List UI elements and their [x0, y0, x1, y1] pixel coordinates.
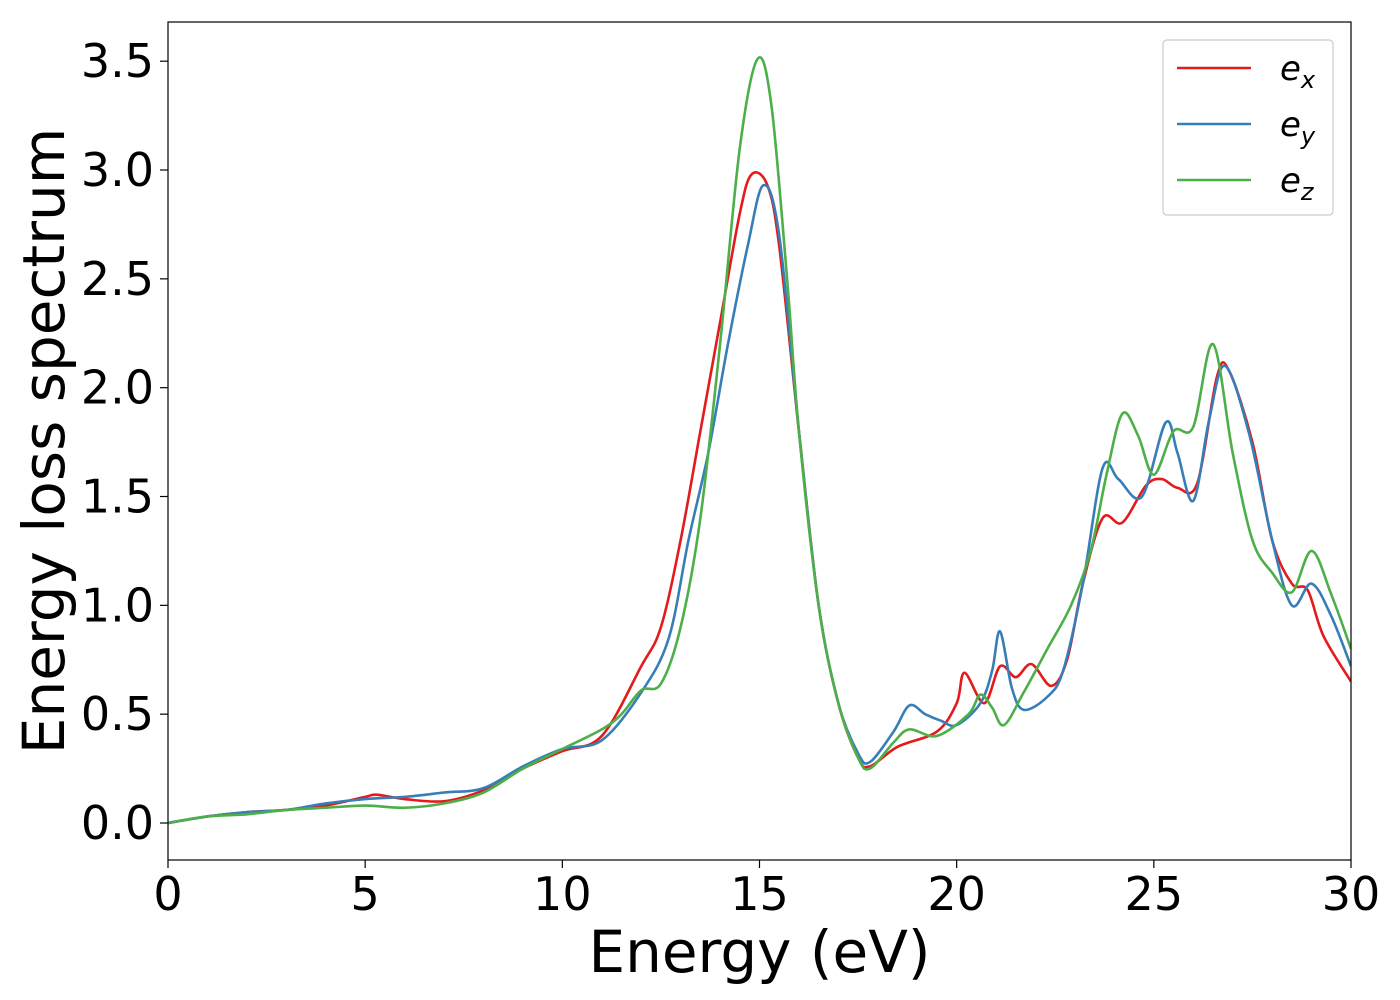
x-tick-label: 30 — [1322, 867, 1381, 921]
legend-box — [1162, 39, 1334, 216]
series-line-e-x — [168, 171, 1351, 825]
series-line-e-y — [168, 183, 1351, 825]
y-tick-label: 3.5 — [81, 34, 154, 88]
x-tick-label: 10 — [533, 867, 592, 921]
y-tick-label: 3.0 — [81, 143, 154, 197]
y-tick-label: 1.0 — [81, 578, 154, 632]
x-tick-label: 25 — [1125, 867, 1184, 921]
x-tick-label: 0 — [153, 867, 182, 921]
legend-label-subscript: z — [1300, 178, 1315, 206]
x-tick-label: 20 — [927, 867, 986, 921]
series-line-e-z — [168, 56, 1351, 825]
series-layer — [168, 56, 1351, 825]
legend-label-base: e — [1280, 105, 1301, 145]
x-tick-label: 15 — [730, 867, 789, 921]
legend-label-subscript: x — [1300, 66, 1316, 94]
legend-label-e-z: ez — [1280, 161, 1315, 206]
y-axis-title: Energy loss spectrum — [10, 128, 78, 754]
x-axis-title: Energy (eV) — [588, 918, 930, 986]
x-tick-label: 5 — [351, 867, 380, 921]
legend-label-base: e — [1280, 49, 1301, 89]
ticks-layer: 0 5 10 15 20 25 30 0.0 0.5 1.0 1.5 2.0 2.5 3.0 3.5 — [81, 34, 1380, 921]
legend-label-e-x: ex — [1280, 49, 1316, 94]
y-tick-label: 2.0 — [81, 361, 154, 415]
y-tick-label: 2.5 — [81, 252, 154, 306]
legend-label-e-y: ey — [1280, 105, 1316, 150]
y-tick-label: 0.5 — [81, 687, 154, 741]
legend-label-subscript: y — [1300, 122, 1316, 150]
y-tick-label: 1.5 — [81, 470, 154, 524]
y-tick-label: 0.0 — [81, 796, 154, 850]
legend-label-base: e — [1280, 161, 1301, 201]
